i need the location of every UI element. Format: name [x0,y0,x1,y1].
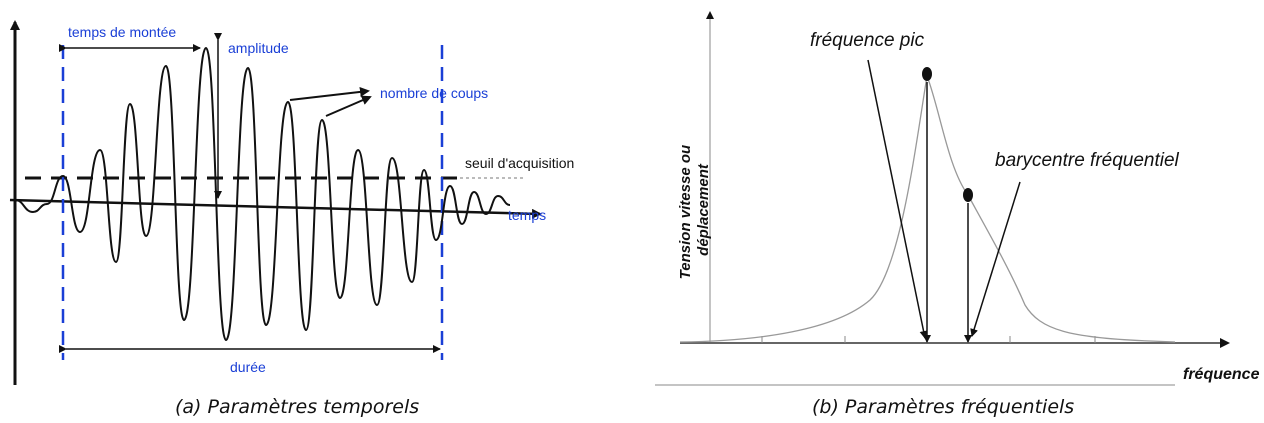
peak-frequency-label: fréquence pic [810,30,925,51]
caption-a: (a) Paramètres temporels [175,396,420,418]
counts-arrow-2 [325,95,372,117]
b-x-axis-label: fréquence [1183,366,1260,383]
rise-time-label: temps de montée [68,24,176,40]
threshold-label: seuil d'acquisition [465,155,574,171]
caption-b: (b) Paramètres fréquentiels [812,396,1075,418]
peak-label-pointer [867,59,928,339]
time-axis-label: temps [508,207,546,223]
b-y-axis-label-group: Tension vitesse ou déplacement [677,141,712,280]
panel-a: temps de montée amplitude nombre de coup… [9,20,574,385]
centroid-label-pointer [970,181,1021,337]
centroid-point [963,188,973,202]
centroid-label: barycentre fréquentiel [995,150,1180,171]
duration-label: durée [230,359,266,375]
counts-arrow-1 [289,86,370,101]
frequency-spectrum-curve [679,73,1176,343]
b-x-ticks [761,336,1096,343]
peak-frequency-point [922,67,932,81]
acoustic-signal-waveform [14,46,511,342]
counts-label: nombre de coups [380,85,488,101]
panel-b: fréquence pic barycentre fréquentiel fré… [655,11,1260,386]
a-x-axis [9,198,542,219]
amplitude-label: amplitude [228,40,289,56]
b-y-axis-label: Tension vitesse ou déplacement [677,141,712,280]
